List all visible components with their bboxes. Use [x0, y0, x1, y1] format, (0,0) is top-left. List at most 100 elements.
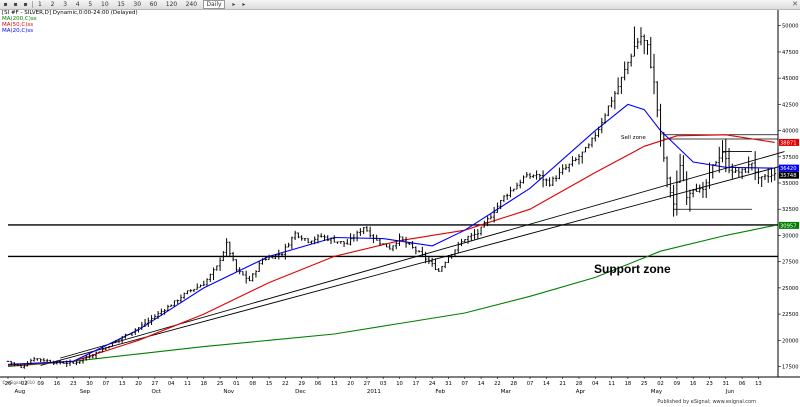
crosshair-icon[interactable]: ▪ — [3, 1, 8, 8]
ohlc-bar — [734, 166, 737, 173]
y-tick-label: 40000 — [782, 129, 799, 135]
ohlc-bar — [270, 255, 274, 259]
ohlc-bar — [225, 238, 228, 256]
ohlc-bar — [310, 240, 313, 244]
price-tag-label: 36420 — [780, 166, 797, 172]
ohlc-bar — [561, 164, 564, 175]
interval-button-240[interactable]: 240 — [185, 1, 198, 8]
ohlc-bar — [607, 105, 610, 117]
interval-button-2[interactable]: 2 — [50, 1, 55, 8]
ohlc-bar — [430, 257, 434, 267]
ohlc-bar — [434, 258, 437, 271]
ohlc-bar — [78, 360, 82, 365]
ohlc-bar — [770, 168, 773, 183]
ohlc-bar — [107, 346, 111, 349]
ohlc-bar — [610, 96, 613, 108]
ohlc-bar — [39, 358, 42, 363]
ohlc-bar — [319, 233, 323, 238]
ohlc-bar — [52, 360, 55, 366]
ohlc-bar — [662, 131, 666, 162]
interval-button-60[interactable]: 60 — [149, 1, 158, 8]
ohlc-bar — [545, 178, 548, 186]
ohlc-bar — [85, 355, 88, 361]
x-tick-label: 11 — [608, 381, 615, 387]
price-tag-label: 30957 — [780, 223, 797, 229]
ohlc-bar — [642, 34, 646, 55]
ohlc-bar — [512, 188, 516, 192]
x-tick-label: 20 — [135, 381, 142, 387]
ohlc-bar — [120, 335, 124, 343]
ohlc-bar — [473, 229, 476, 240]
price-tag — [779, 171, 799, 179]
ohlc-bar — [522, 175, 525, 184]
ohlc-bar — [675, 170, 679, 216]
ohlc-bar — [639, 27, 643, 46]
cursor-icon[interactable]: ▸ — [242, 1, 246, 8]
interval-button-4[interactable]: 4 — [75, 1, 80, 8]
interval-button-15[interactable]: 15 — [117, 1, 125, 8]
interval-button-1[interactable]: 1 — [38, 1, 42, 8]
chart-title: [SI #F - SILVER,D] Dynamic,0:00-24:00 (D… — [2, 10, 138, 16]
ohlc-bar — [186, 290, 189, 295]
ohlc-bar — [332, 235, 336, 243]
x-tick-label: 17 — [413, 381, 420, 387]
ohlc-bar — [587, 143, 591, 149]
support-trendline-lower — [40, 164, 785, 366]
draw-line-icon[interactable]: ▸ — [232, 1, 236, 8]
ohlc-bar — [62, 361, 65, 364]
x-tick-label: 16 — [54, 381, 61, 387]
ohlc-bar — [42, 358, 46, 362]
x-tick-label: 31 — [445, 381, 452, 387]
interval-button-30[interactable]: 30 — [133, 1, 142, 8]
fit-icon[interactable]: ▪ — [23, 1, 28, 8]
ohlc-bar — [26, 361, 29, 367]
ohlc-bar — [251, 273, 255, 282]
y-tick-label: 42500 — [782, 102, 799, 108]
interval-button-120[interactable]: 120 — [165, 1, 178, 8]
ohlc-bar — [688, 189, 692, 212]
ohlc-bar — [414, 246, 418, 255]
close-icon[interactable]: ✕ — [792, 0, 798, 8]
x-tick-label: 13 — [755, 381, 762, 387]
x-tick-label: 07 — [461, 381, 468, 387]
x-tick-label: 16 — [690, 381, 697, 387]
ohlc-bar — [9, 360, 13, 366]
x-tick-label: 04 — [168, 381, 175, 387]
x-month-label: Feb — [435, 389, 445, 395]
x-tick-label: 22 — [494, 381, 501, 387]
ohlc-bar — [284, 243, 287, 260]
ohlc-bar — [45, 358, 49, 363]
ohlc-bar — [571, 156, 574, 167]
ohlc-bar — [81, 358, 85, 364]
ohlc-bar — [179, 294, 183, 303]
ohlc-bar — [231, 251, 235, 262]
ohlc-bar — [427, 256, 431, 265]
ohlc-bar — [127, 334, 131, 336]
ohlc-bar — [160, 308, 163, 316]
x-tick-label: 25 — [217, 381, 224, 387]
ohlc-bar — [385, 243, 388, 248]
ohlc-bar — [23, 364, 26, 369]
x-month-label: Nov — [223, 389, 234, 395]
ohlc-bar — [672, 184, 675, 217]
x-tick-label: 08 — [249, 381, 256, 387]
interval-button-5[interactable]: 5 — [88, 1, 93, 8]
ohlc-bar — [88, 353, 91, 359]
ohlc-bar — [509, 186, 512, 198]
zoom-icon[interactable]: ▪ — [13, 1, 18, 8]
interval-button-daily[interactable]: Daily — [203, 0, 225, 9]
ohlc-bar — [714, 161, 718, 166]
ohlc-bar — [603, 113, 607, 124]
interval-button-3[interactable]: 3 — [63, 1, 68, 8]
x-tick-label: 09 — [37, 381, 44, 387]
ohlc-bar — [518, 179, 522, 189]
ohlc-bar — [691, 188, 695, 198]
interval-button-10[interactable]: 10 — [101, 1, 109, 8]
ma-50-c-line — [7, 134, 775, 367]
ohlc-bar — [254, 270, 258, 278]
ohlc-bar — [421, 246, 424, 257]
ohlc-bar — [359, 228, 362, 236]
ohlc-bar — [747, 156, 750, 174]
ohlc-bar — [695, 183, 698, 192]
ohlc-bar — [248, 275, 251, 282]
